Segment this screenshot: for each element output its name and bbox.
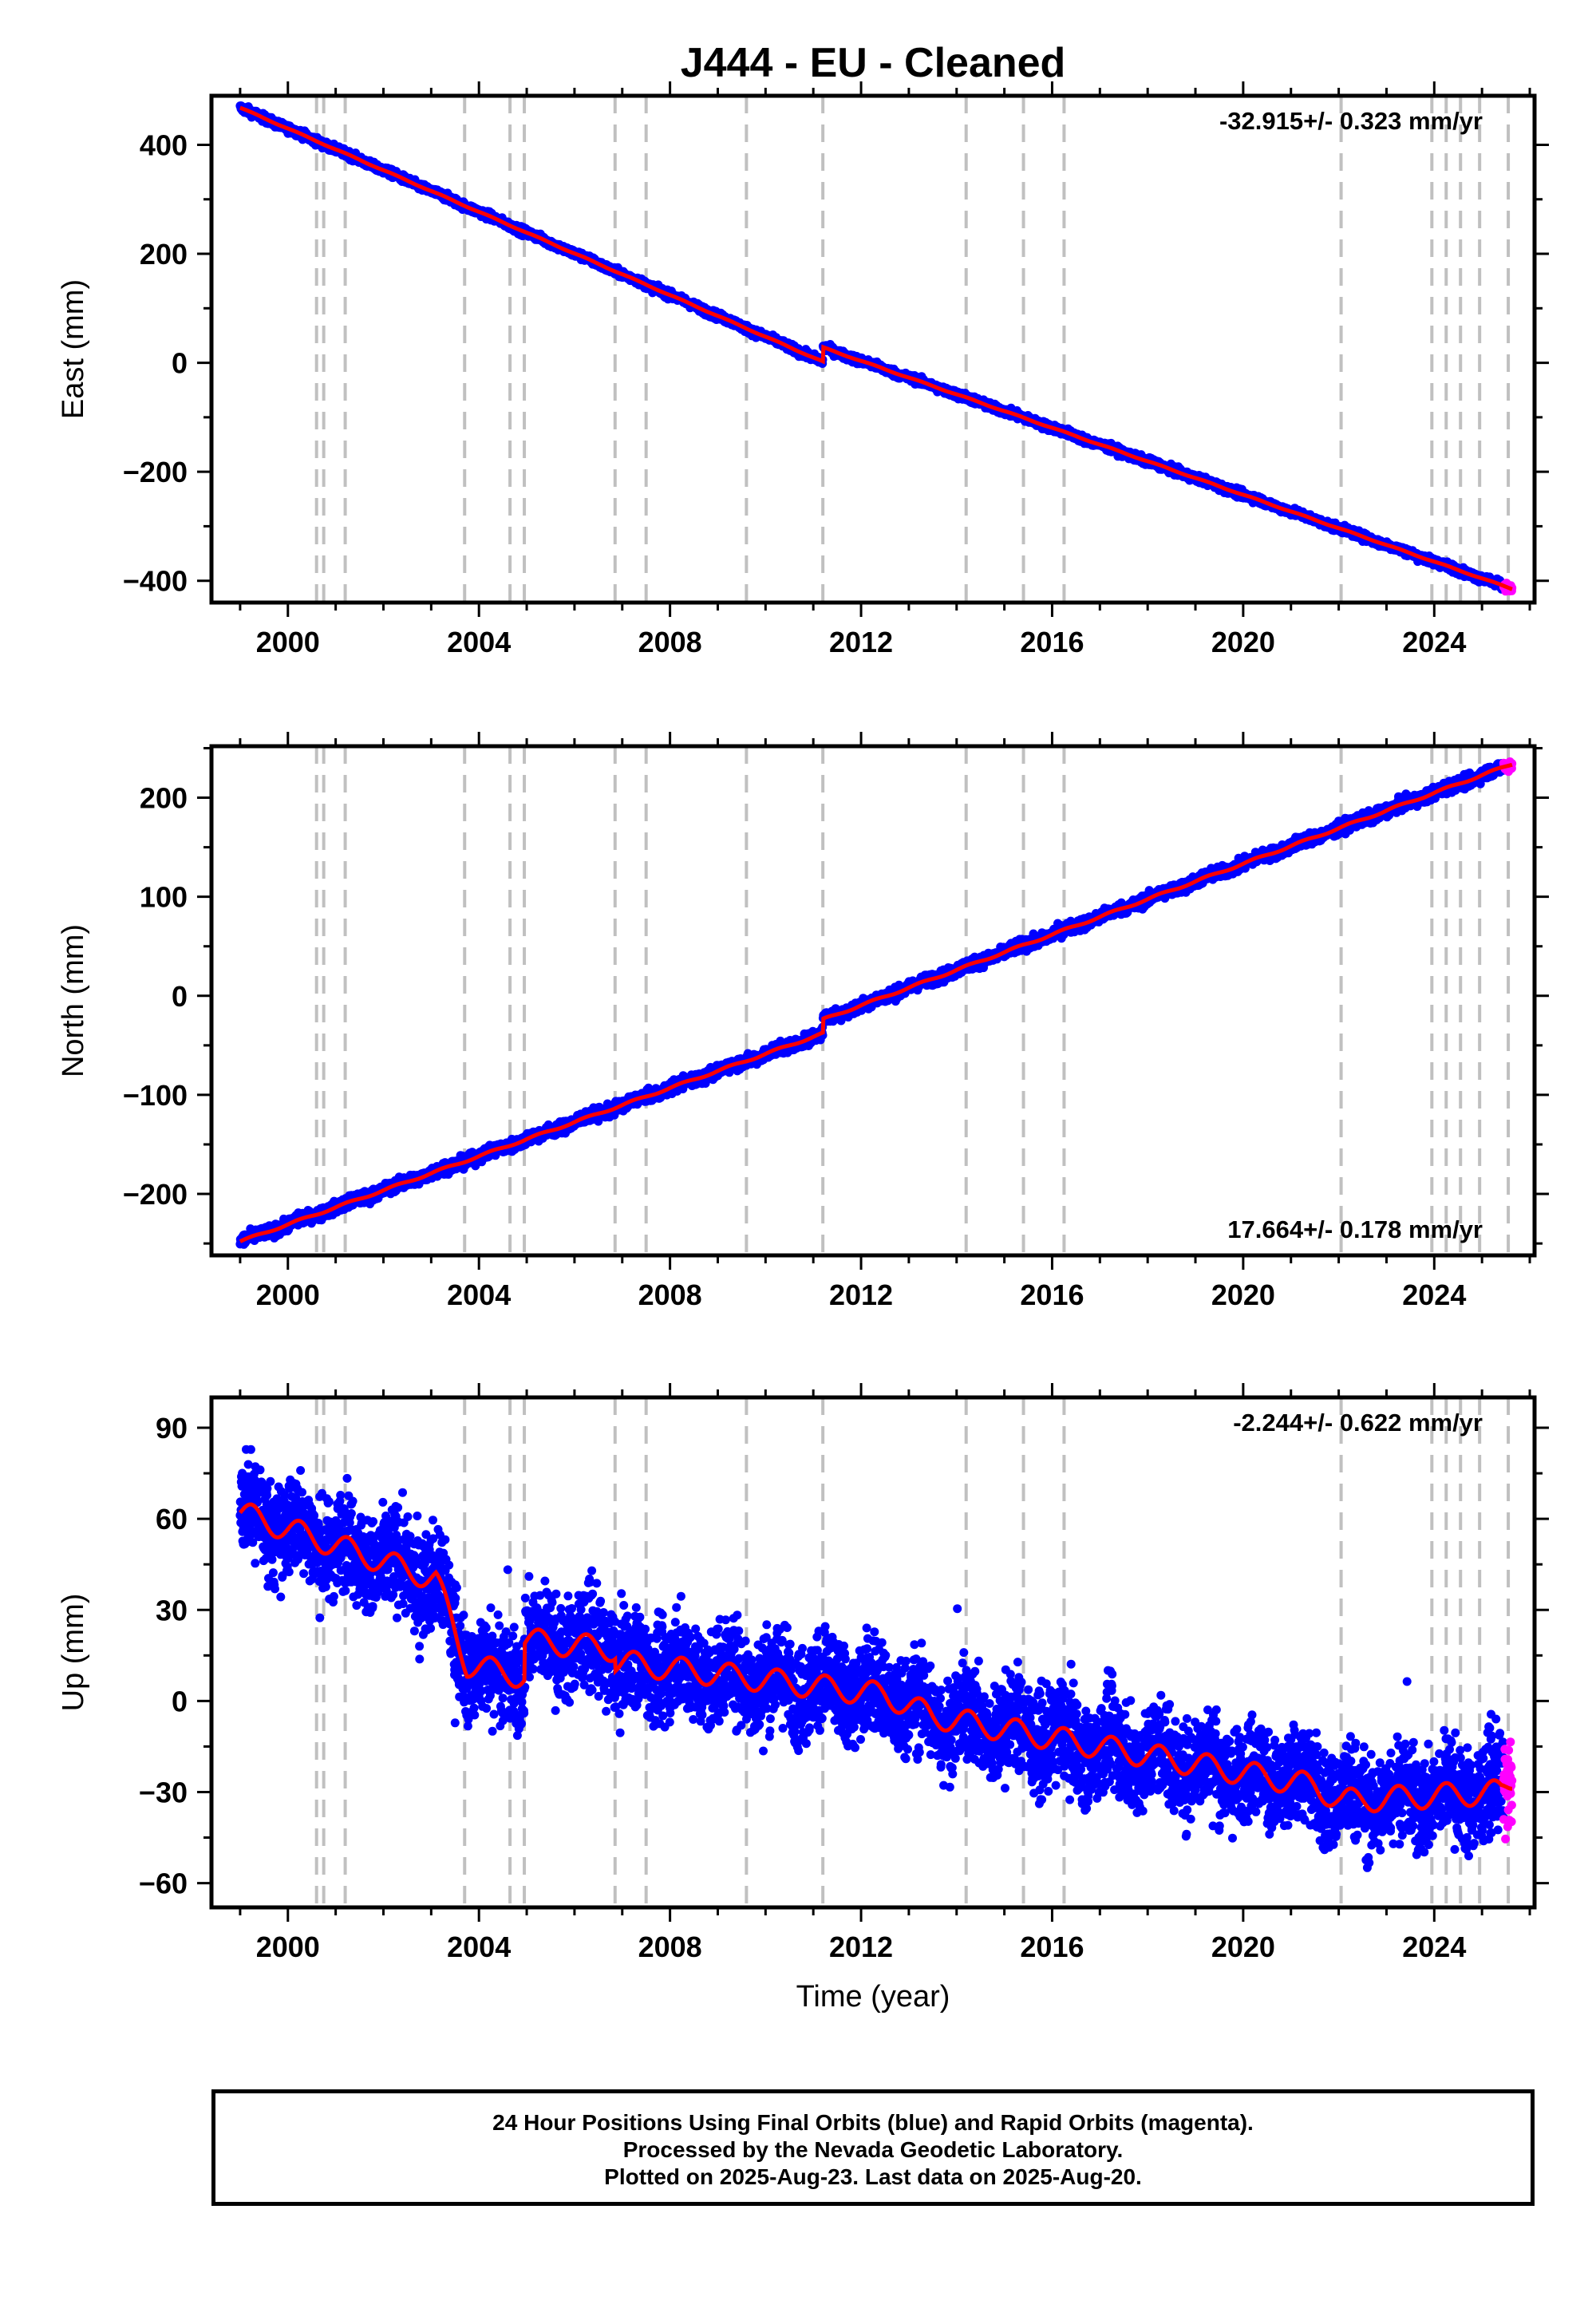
chart-title: J444 - EU - Cleaned	[681, 40, 1066, 86]
x-tick-label: 2012	[829, 626, 893, 658]
panel-east: 2000 2004 2008 2012 2016 2020 20244002000−200−…	[57, 81, 1549, 658]
x-tick-label: 2008	[638, 626, 702, 658]
x-tick-label: 2016	[1020, 626, 1084, 658]
y-tick-label: 0	[172, 347, 188, 380]
x-tick-label: 2000	[256, 626, 320, 658]
y-tick-label: 200	[140, 238, 188, 271]
rate-label: -32.915+/- 0.323 mm/yr	[1219, 107, 1483, 135]
plot-area	[235, 96, 1517, 603]
y-tick-label: 400	[140, 128, 188, 161]
panels-layer: 2000 2004 2008 2012 2016 2020 20244002000−200−…	[57, 81, 1549, 1963]
y-tick-label: −400	[123, 565, 188, 598]
x-tick-label: 2024	[1402, 626, 1466, 658]
plot-area	[235, 746, 1517, 1255]
panel-north: 2000 2004 2008 2012 2016 2020 20242001000−100−…	[57, 732, 1549, 1311]
x-tick-label: 2004	[447, 626, 511, 658]
y-tick-label: −200	[123, 456, 188, 488]
y-axis-label: East (mm)	[57, 279, 90, 419]
x-tick-label: 2020	[1211, 626, 1275, 658]
